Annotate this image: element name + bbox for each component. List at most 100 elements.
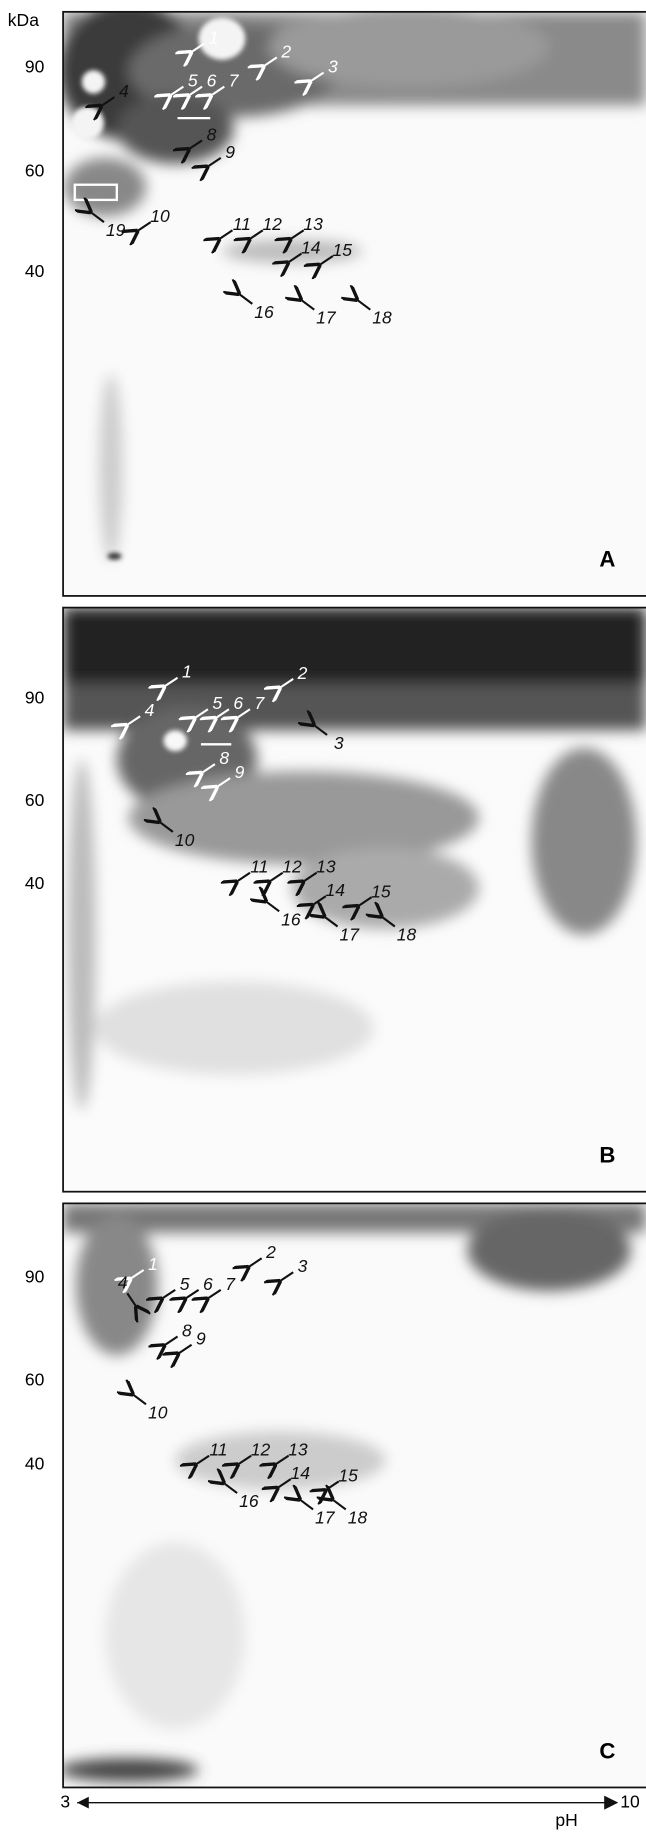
spot-arrow bbox=[277, 1478, 292, 1488]
gel-image bbox=[63, 11, 646, 596]
spot-arrow bbox=[299, 1499, 314, 1511]
spot-label: 18 bbox=[348, 1507, 368, 1527]
gel-image bbox=[63, 607, 646, 1192]
mw-label: 40 bbox=[25, 873, 45, 893]
spot-arrow bbox=[161, 1288, 176, 1299]
spot-label: 11 bbox=[233, 214, 251, 234]
spot-arrow bbox=[290, 229, 305, 239]
spot-label: 14 bbox=[326, 880, 346, 900]
spot-arrow bbox=[275, 1454, 290, 1465]
ph-axis-arrow-head bbox=[77, 1796, 89, 1809]
spot-arrow bbox=[159, 821, 174, 833]
spot-label: 10 bbox=[175, 830, 195, 850]
spot-arrow bbox=[194, 708, 209, 718]
spot-arrow bbox=[188, 139, 203, 149]
spot-arrow bbox=[210, 85, 225, 96]
spot-label: 8 bbox=[207, 124, 217, 144]
spot-arrow bbox=[178, 1343, 193, 1354]
spot-arrow bbox=[263, 56, 278, 66]
spot-arrow bbox=[313, 724, 328, 736]
spot-label: 16 bbox=[254, 302, 274, 322]
spot-arrow bbox=[300, 299, 315, 311]
spot-label: 4 bbox=[119, 81, 129, 101]
spot-label: 9 bbox=[225, 142, 235, 162]
spot-arrow bbox=[216, 777, 231, 787]
spot-arrow bbox=[303, 871, 318, 882]
mw-label: 60 bbox=[25, 1370, 45, 1390]
spot-arrow bbox=[381, 916, 396, 928]
mw-label: 40 bbox=[25, 1454, 45, 1474]
spot-arrow bbox=[188, 85, 203, 96]
spot-label: 7 bbox=[254, 693, 265, 713]
spot-arrow bbox=[90, 212, 105, 223]
spot-arrow bbox=[238, 293, 253, 305]
spot-label: 5 bbox=[188, 71, 198, 91]
mw-label: 40 bbox=[25, 261, 45, 281]
spot-label: 12 bbox=[251, 1440, 271, 1460]
spot-arrow bbox=[126, 715, 141, 725]
spot-arrow bbox=[265, 901, 280, 913]
spot-label: 2 bbox=[265, 1242, 276, 1262]
spot-label: 13 bbox=[316, 857, 336, 877]
spot-arrow bbox=[185, 1288, 200, 1299]
ph-unit: pH bbox=[555, 1810, 577, 1830]
spot-label: 10 bbox=[148, 1402, 168, 1422]
spot-label: 9 bbox=[196, 1329, 206, 1349]
spot-label: 13 bbox=[303, 214, 323, 234]
spot-label: 6 bbox=[203, 1274, 213, 1294]
spot-arrow bbox=[279, 1271, 294, 1281]
spot-label: 17 bbox=[340, 924, 361, 944]
spot-label: 1 bbox=[209, 27, 219, 47]
spot-arrow bbox=[319, 255, 334, 265]
spot-arrow bbox=[223, 1483, 238, 1494]
spot-arrow bbox=[164, 676, 179, 687]
spot-label: 10 bbox=[150, 206, 170, 226]
spot-arrow bbox=[357, 896, 373, 906]
mw-label: 60 bbox=[25, 160, 45, 180]
spot-arrow bbox=[195, 1454, 210, 1465]
spot-arrow bbox=[324, 916, 339, 928]
spot-label: 12 bbox=[282, 857, 302, 877]
spot-arrow bbox=[207, 156, 222, 167]
spot-label: 17 bbox=[316, 308, 337, 328]
spot-arrow bbox=[207, 1288, 222, 1299]
spot-label: 11 bbox=[250, 857, 268, 877]
spot-label: 2 bbox=[280, 41, 291, 61]
spot-label: 6 bbox=[207, 71, 217, 91]
panel-frame bbox=[62, 10, 646, 597]
mw-label: 90 bbox=[25, 57, 45, 77]
spot-arrow bbox=[126, 1292, 136, 1307]
spot-arrow bbox=[269, 871, 284, 882]
spot-arrow bbox=[248, 1257, 263, 1267]
spot-arrow bbox=[100, 96, 116, 106]
spot-label: 2 bbox=[297, 663, 308, 683]
spot-label: 11 bbox=[209, 1440, 227, 1460]
spot-arrow bbox=[310, 71, 325, 82]
panel-frame bbox=[62, 1202, 646, 1789]
spot-arrow bbox=[236, 871, 251, 882]
spot-arrow bbox=[237, 1454, 252, 1465]
spot-arrow bbox=[218, 229, 234, 239]
spot-label: 3 bbox=[334, 733, 344, 753]
spot-arrow bbox=[215, 708, 230, 718]
ph-end: 10 bbox=[620, 1791, 640, 1811]
spot-arrow bbox=[132, 1394, 147, 1406]
spot-arrow bbox=[164, 1335, 179, 1346]
mw-label: 60 bbox=[25, 790, 45, 810]
spot-label: 3 bbox=[298, 1256, 308, 1276]
ph-start: 3 bbox=[60, 1791, 70, 1811]
spot-arrow bbox=[130, 1269, 145, 1279]
spot-arrow bbox=[190, 42, 206, 52]
spot-label: 16 bbox=[239, 1491, 259, 1511]
spot-arrow bbox=[137, 221, 152, 231]
panel-letter: B bbox=[599, 1143, 615, 1168]
panel-frame bbox=[62, 606, 646, 1193]
spot-label: 8 bbox=[182, 1320, 192, 1340]
spot-arrow bbox=[249, 229, 264, 239]
spot-label: 4 bbox=[118, 1273, 128, 1293]
spot-label: 1 bbox=[148, 1254, 158, 1274]
spot-arrow bbox=[169, 85, 184, 96]
spot-label: 18 bbox=[372, 308, 392, 328]
